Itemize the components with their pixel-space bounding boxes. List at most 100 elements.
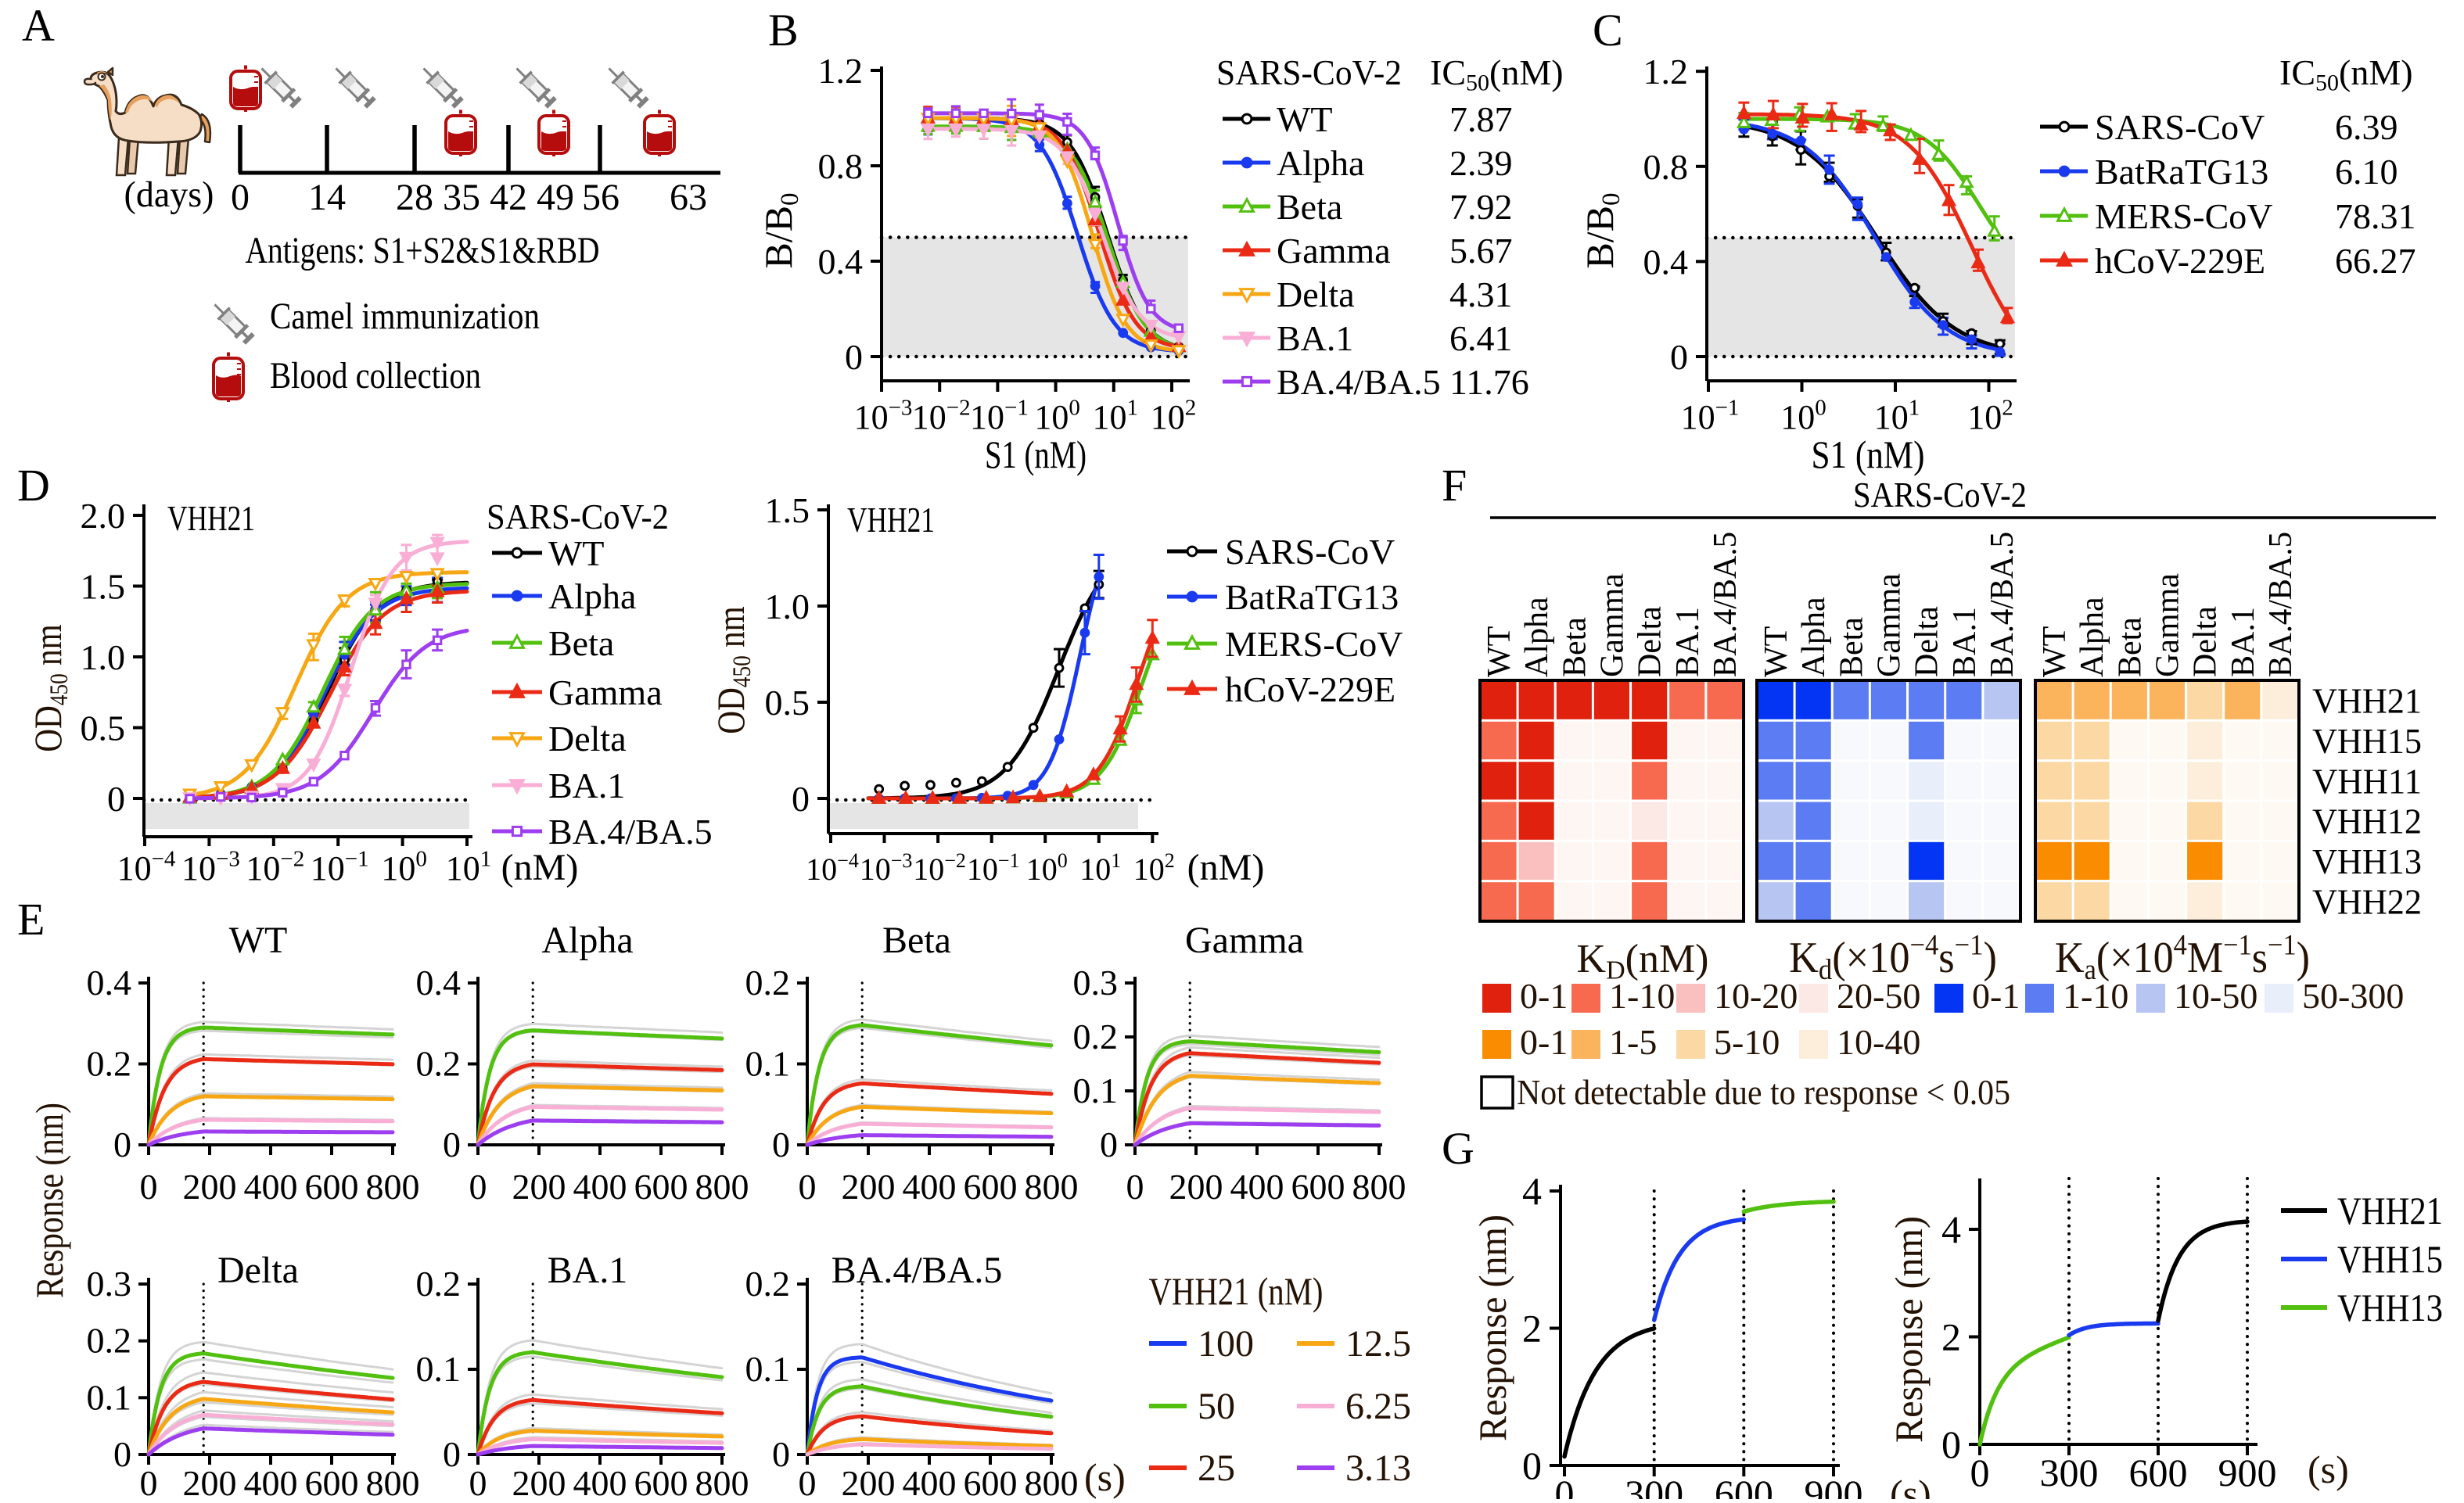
svg-text:10−3: 10−3: [181, 846, 240, 888]
svg-text:S1 (nM): S1 (nM): [1812, 432, 1925, 476]
svg-text:1.0: 1.0: [765, 586, 810, 626]
svg-text:0: 0: [799, 1463, 817, 1499]
svg-text:63: 63: [670, 177, 707, 218]
svg-text:0: 0: [1941, 1422, 1961, 1466]
svg-text:0: 0: [469, 1463, 487, 1499]
svg-text:102: 102: [1151, 395, 1197, 436]
svg-text:VHH15: VHH15: [2312, 721, 2422, 761]
svg-text:200: 200: [183, 1463, 237, 1499]
svg-text:50: 50: [1198, 1386, 1235, 1427]
svg-text:0.2: 0.2: [416, 1264, 462, 1304]
svg-text:BA.4/BA.5: BA.4/BA.5: [1277, 362, 1441, 402]
svg-text:200: 200: [842, 1463, 896, 1499]
svg-text:10−4: 10−4: [117, 846, 176, 888]
svg-text:0.4: 0.4: [416, 963, 462, 1003]
svg-text:0.1: 0.1: [416, 1349, 462, 1389]
svg-text:1-5: 1-5: [1609, 1022, 1657, 1062]
svg-text:400: 400: [244, 1463, 298, 1499]
svg-text:4.31: 4.31: [1449, 274, 1513, 314]
svg-text:0: 0: [140, 1167, 158, 1207]
svg-text:Delta: Delta: [548, 719, 627, 759]
svg-text:14: 14: [308, 177, 346, 218]
svg-text:0: 0: [231, 177, 250, 218]
svg-text:0.4: 0.4: [1643, 242, 1689, 282]
svg-text:100: 100: [381, 846, 427, 888]
svg-text:100: 100: [1034, 395, 1080, 436]
svg-text:hCoV-229E: hCoV-229E: [2095, 241, 2265, 281]
svg-text:F: F: [1442, 460, 1467, 511]
svg-text:Gamma: Gamma: [1872, 573, 1908, 677]
svg-text:MERS-CoV: MERS-CoV: [2095, 196, 2272, 236]
svg-text:0: 0: [772, 1434, 790, 1474]
svg-text:hCoV-229E: hCoV-229E: [1225, 669, 1395, 709]
svg-text:0: 0: [469, 1167, 487, 1207]
svg-text:56: 56: [582, 177, 620, 218]
svg-text:200: 200: [1169, 1167, 1223, 1207]
svg-text:600: 600: [634, 1167, 688, 1207]
svg-text:10−3: 10−3: [860, 849, 913, 887]
svg-text:2.0: 2.0: [81, 496, 126, 536]
svg-text:VHH12: VHH12: [2312, 802, 2422, 841]
svg-text:600: 600: [634, 1463, 688, 1499]
svg-text:0: 0: [792, 779, 810, 819]
svg-text:Alpha: Alpha: [1796, 597, 1832, 677]
svg-text:42: 42: [490, 177, 527, 218]
svg-text:Gamma: Gamma: [1185, 920, 1304, 961]
svg-text:78.31: 78.31: [2335, 196, 2416, 236]
svg-text:(nM): (nM): [501, 847, 579, 888]
svg-text:200: 200: [512, 1463, 566, 1499]
svg-text:400: 400: [573, 1463, 627, 1499]
svg-text:Gamma: Gamma: [548, 673, 663, 712]
svg-text:(nM): (nM): [1187, 847, 1265, 888]
svg-text:1.5: 1.5: [765, 490, 810, 530]
svg-text:100: 100: [1026, 849, 1068, 887]
svg-text:0.2: 0.2: [745, 1264, 791, 1304]
svg-text:Alpha: Alpha: [548, 576, 636, 616]
svg-text:0.2: 0.2: [87, 1321, 132, 1361]
svg-text:WT: WT: [2037, 626, 2073, 677]
svg-text:BA.4/BA.5: BA.4/BA.5: [548, 812, 713, 852]
svg-text:Gamma: Gamma: [1277, 231, 1391, 271]
svg-text:28: 28: [396, 177, 433, 218]
svg-text:(days): (days): [124, 174, 214, 215]
svg-text:0.8: 0.8: [818, 146, 864, 186]
svg-text:Response (nm): Response (nm): [1471, 1214, 1514, 1441]
svg-text:0: 0: [1670, 337, 1688, 377]
svg-text:10−1: 10−1: [1681, 395, 1740, 436]
svg-text:Alpha: Alpha: [541, 920, 633, 961]
svg-text:10−1: 10−1: [311, 846, 369, 888]
svg-text:B: B: [768, 5, 799, 56]
svg-text:Kd(×10−4s−1): Kd(×10−4s−1): [1789, 929, 1997, 986]
svg-text:0.2: 0.2: [1073, 1017, 1119, 1056]
svg-text:102: 102: [1967, 395, 2013, 436]
svg-text:Response (nm): Response (nm): [1887, 1216, 1931, 1443]
svg-text:Camel immunization: Camel immunization: [270, 296, 540, 337]
svg-text:BA.4/BA.5: BA.4/BA.5: [1708, 532, 1744, 677]
svg-text:BA.1: BA.1: [1277, 318, 1353, 358]
svg-text:(s): (s): [1890, 1472, 1931, 1499]
svg-text:SARS-CoV-2: SARS-CoV-2: [1216, 52, 1402, 92]
svg-text:VHH21: VHH21: [847, 500, 935, 540]
svg-text:0: 0: [1522, 1444, 1542, 1487]
svg-text:0.1: 0.1: [745, 1044, 791, 1084]
svg-text:800: 800: [1352, 1167, 1406, 1207]
svg-text:800: 800: [366, 1463, 420, 1499]
svg-text:102: 102: [1133, 849, 1175, 887]
svg-text:BatRaTG13: BatRaTG13: [1225, 577, 1399, 617]
svg-text:0.8: 0.8: [1643, 147, 1689, 187]
svg-text:0: 0: [845, 337, 863, 377]
svg-text:Alpha: Alpha: [2074, 597, 2110, 677]
svg-text:0.3: 0.3: [1073, 963, 1119, 1003]
svg-text:101: 101: [1874, 395, 1920, 436]
svg-text:600: 600: [305, 1463, 359, 1499]
svg-text:4: 4: [1941, 1207, 1961, 1251]
svg-text:49: 49: [537, 177, 574, 218]
svg-text:0: 0: [799, 1167, 817, 1207]
svg-text:WT: WT: [229, 920, 288, 961]
svg-text:0: 0: [443, 1434, 461, 1474]
svg-text:2: 2: [1522, 1307, 1542, 1351]
svg-text:0: 0: [1100, 1125, 1118, 1164]
svg-text:800: 800: [1025, 1463, 1079, 1499]
svg-text:1.5: 1.5: [81, 567, 126, 607]
svg-text:11.76: 11.76: [1449, 362, 1529, 402]
